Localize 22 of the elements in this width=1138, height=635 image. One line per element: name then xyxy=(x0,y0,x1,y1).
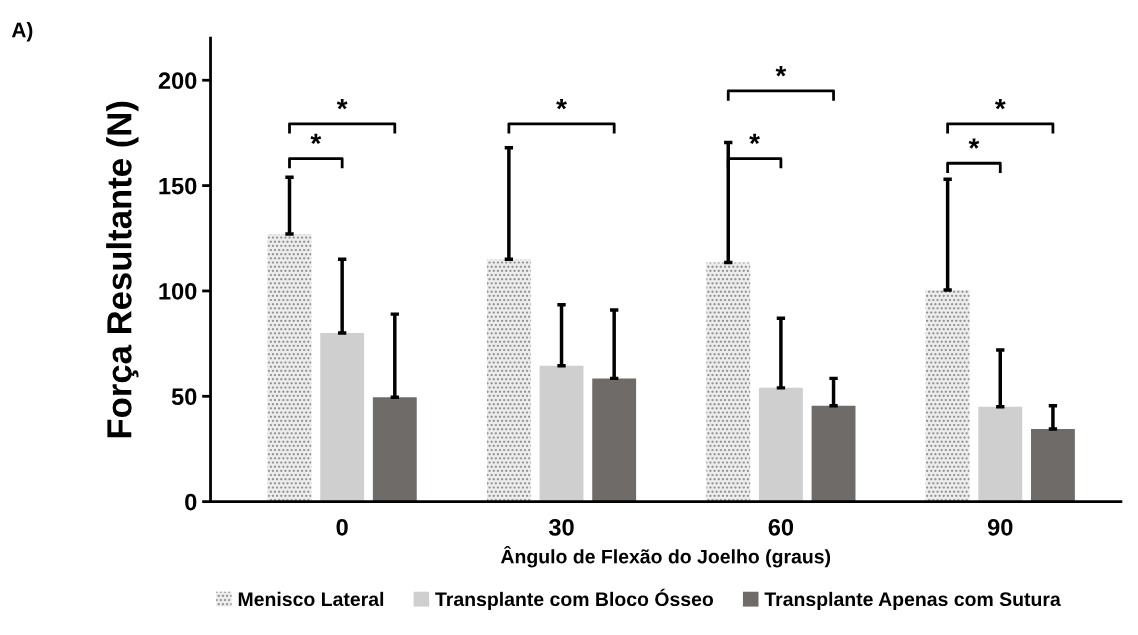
y-tick-label: 150 xyxy=(159,177,197,195)
annotation: * xyxy=(968,138,980,149)
y-tick-label: 0 xyxy=(185,493,197,511)
y-tick-label: 100 xyxy=(159,283,197,300)
annotation: * xyxy=(749,133,760,145)
y-tick-label: 200 xyxy=(158,72,197,90)
legend-label: Transplante Apenas com Sutura xyxy=(764,591,1061,610)
x-axis-title: Ângulo de Flexão do Joelho (graus) xyxy=(500,545,831,568)
annotation: * xyxy=(994,98,1006,110)
legend-label: Transplante com Bloco Ósseo xyxy=(435,588,714,610)
y-axis-title: Força Resultante (N) xyxy=(106,101,139,438)
y-tick-label: 50 xyxy=(171,388,197,406)
text: A) xyxy=(11,22,33,42)
x-tick-label: 30 xyxy=(548,518,574,536)
x-tick-label: 60 xyxy=(768,518,794,536)
annotation: * xyxy=(556,98,567,110)
x-tick-label: 0 xyxy=(336,518,348,536)
x-tick-label: 90 xyxy=(987,518,1013,536)
annotation: * xyxy=(775,66,787,77)
legend-label: Menisco Lateral xyxy=(238,591,384,607)
annotation: * xyxy=(336,98,348,110)
annotation: * xyxy=(310,133,322,145)
